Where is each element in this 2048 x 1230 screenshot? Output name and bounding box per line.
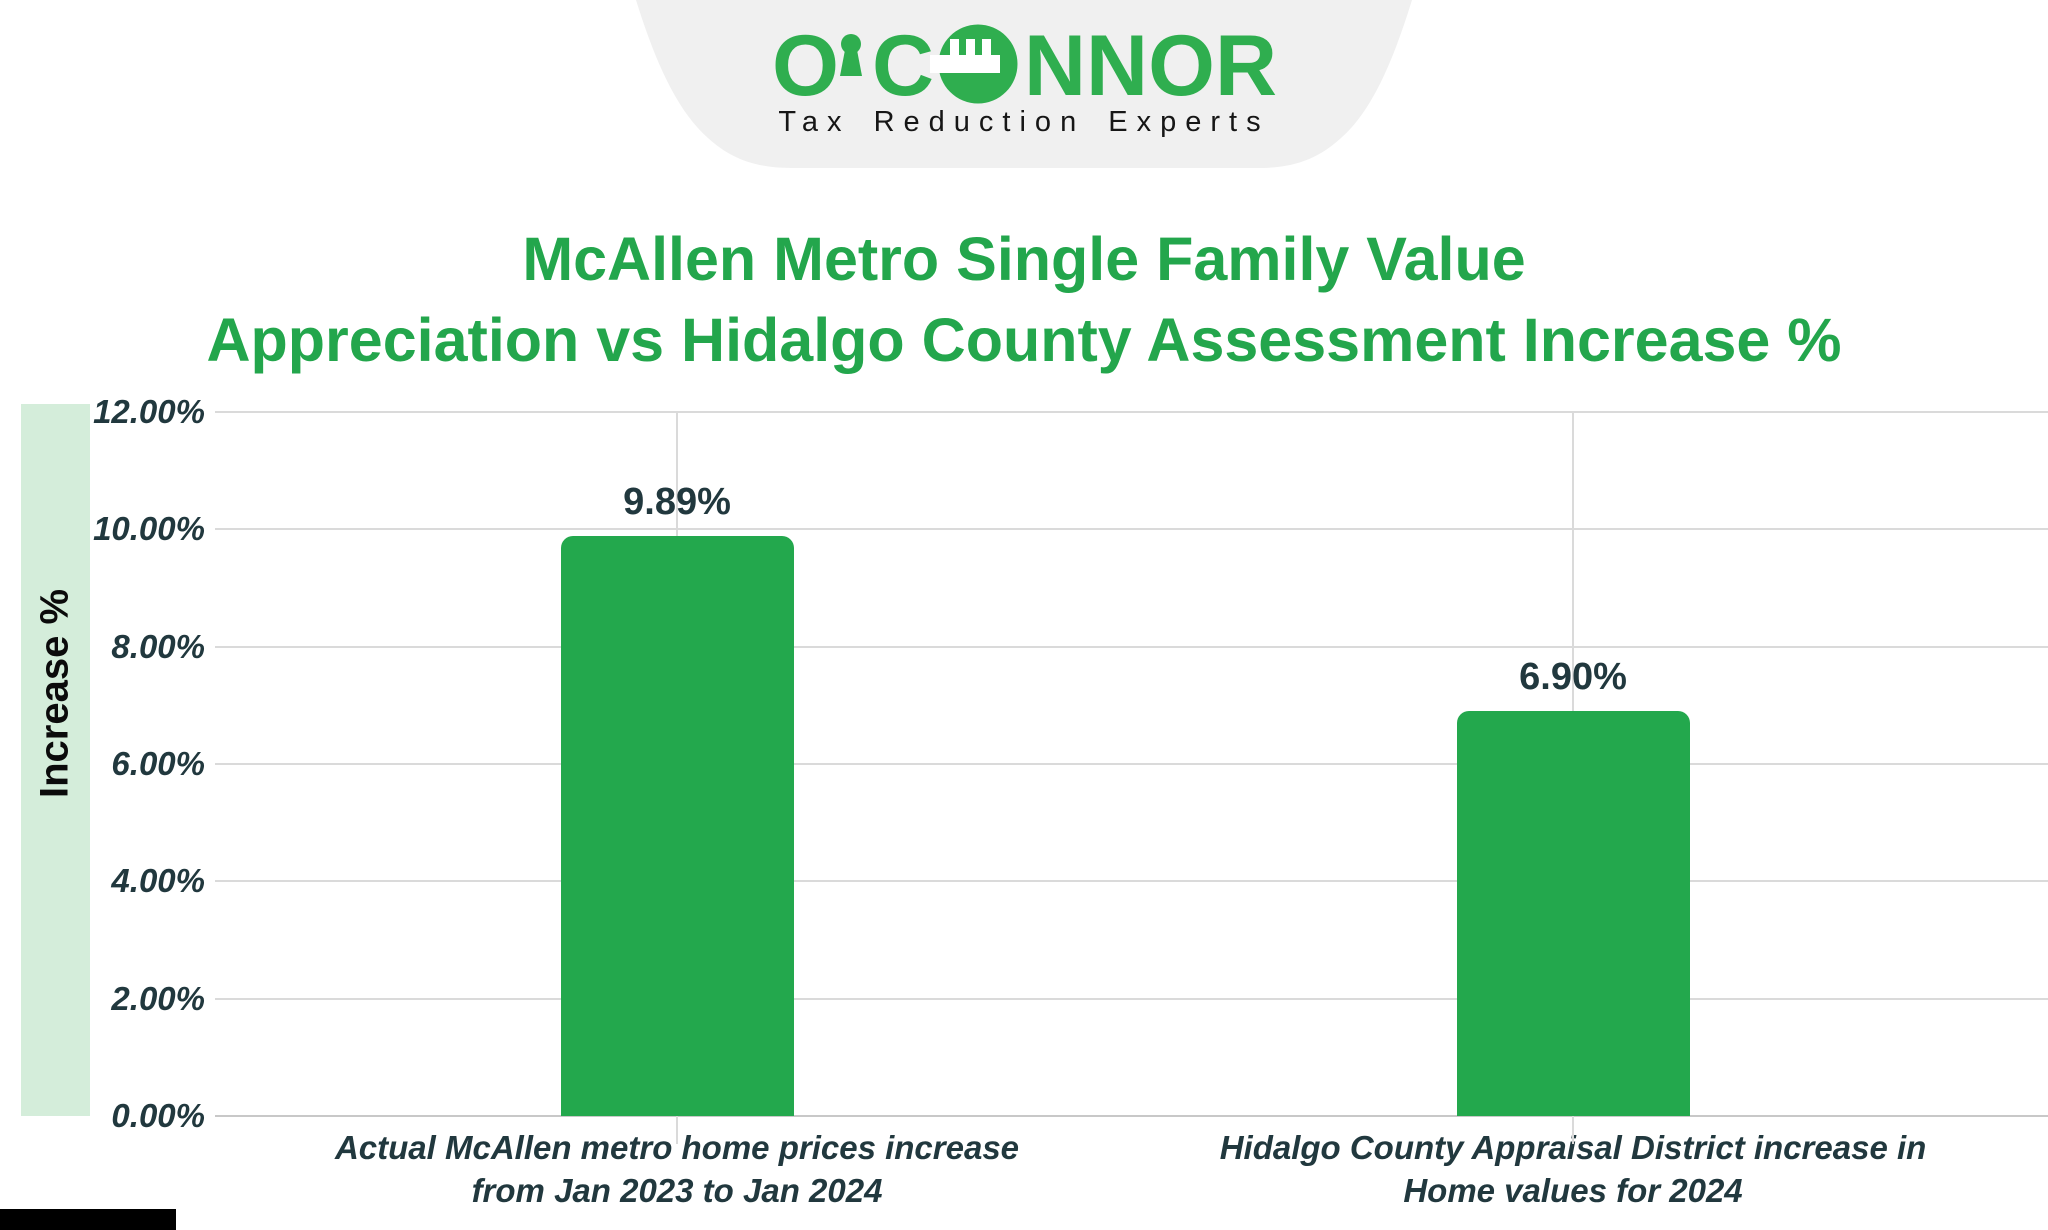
logo-banner-background <box>636 0 1412 168</box>
bar-value-label: 6.90% <box>1519 656 1627 699</box>
h-gridline <box>215 880 2048 883</box>
y-tick-label: 4.00% <box>111 862 205 900</box>
y-tick-label: 0.00% <box>111 1097 205 1134</box>
bar-value-label: 9.89% <box>623 480 731 523</box>
y-tick-label: 12.00% <box>93 393 205 430</box>
h-gridline <box>215 411 2048 413</box>
bar <box>560 535 794 1116</box>
oconnor-wordmark: O C NNOR <box>772 20 1277 112</box>
bar <box>1456 711 1690 1116</box>
y-tick-label: 8.00% <box>111 627 205 665</box>
x-axis-label-line: from Jan 2023 to Jan 2024 <box>471 1172 883 1209</box>
h-gridline <box>215 763 2048 765</box>
logo-letter-c: C <box>872 20 934 112</box>
chart-title-line1: McAllen Metro Single Family Value <box>522 225 1526 293</box>
h-gridline <box>215 528 2048 531</box>
logo-letters-nnor: NNOR <box>1024 20 1277 112</box>
logo-letter-o: O <box>772 20 839 112</box>
x-axis-label-line: Home values for 2024 <box>1403 1172 1743 1209</box>
oconnor-logo: O C NNOR <box>0 20 2048 112</box>
h-gridline <box>215 645 2048 648</box>
plot-area: 12.00% 10.00% 8.00% 6.00% 4.00% 2.00% 0.00% 9.8… <box>0 393 2048 1144</box>
chart-title-line2: Appreciation vs Hidalgo County Assessmen… <box>206 306 1842 374</box>
y-tick-label: 6.00% <box>111 745 205 782</box>
logo-tagline: Tax Reduction Experts <box>778 106 1270 138</box>
h-gridline <box>215 1115 2048 1117</box>
key-icon <box>929 24 1017 104</box>
y-axis-band: Increase % <box>21 404 90 1116</box>
y-tick-label: 10.00% <box>93 510 205 548</box>
y-tick-label: 2.00% <box>111 979 205 1017</box>
h-gridline <box>215 997 2048 1000</box>
chart-title: McAllen Metro Single Family Value Apprec… <box>0 219 2048 381</box>
bottom-left-black-bar <box>0 1209 176 1230</box>
keyhole-apostrophe-icon <box>839 34 862 76</box>
